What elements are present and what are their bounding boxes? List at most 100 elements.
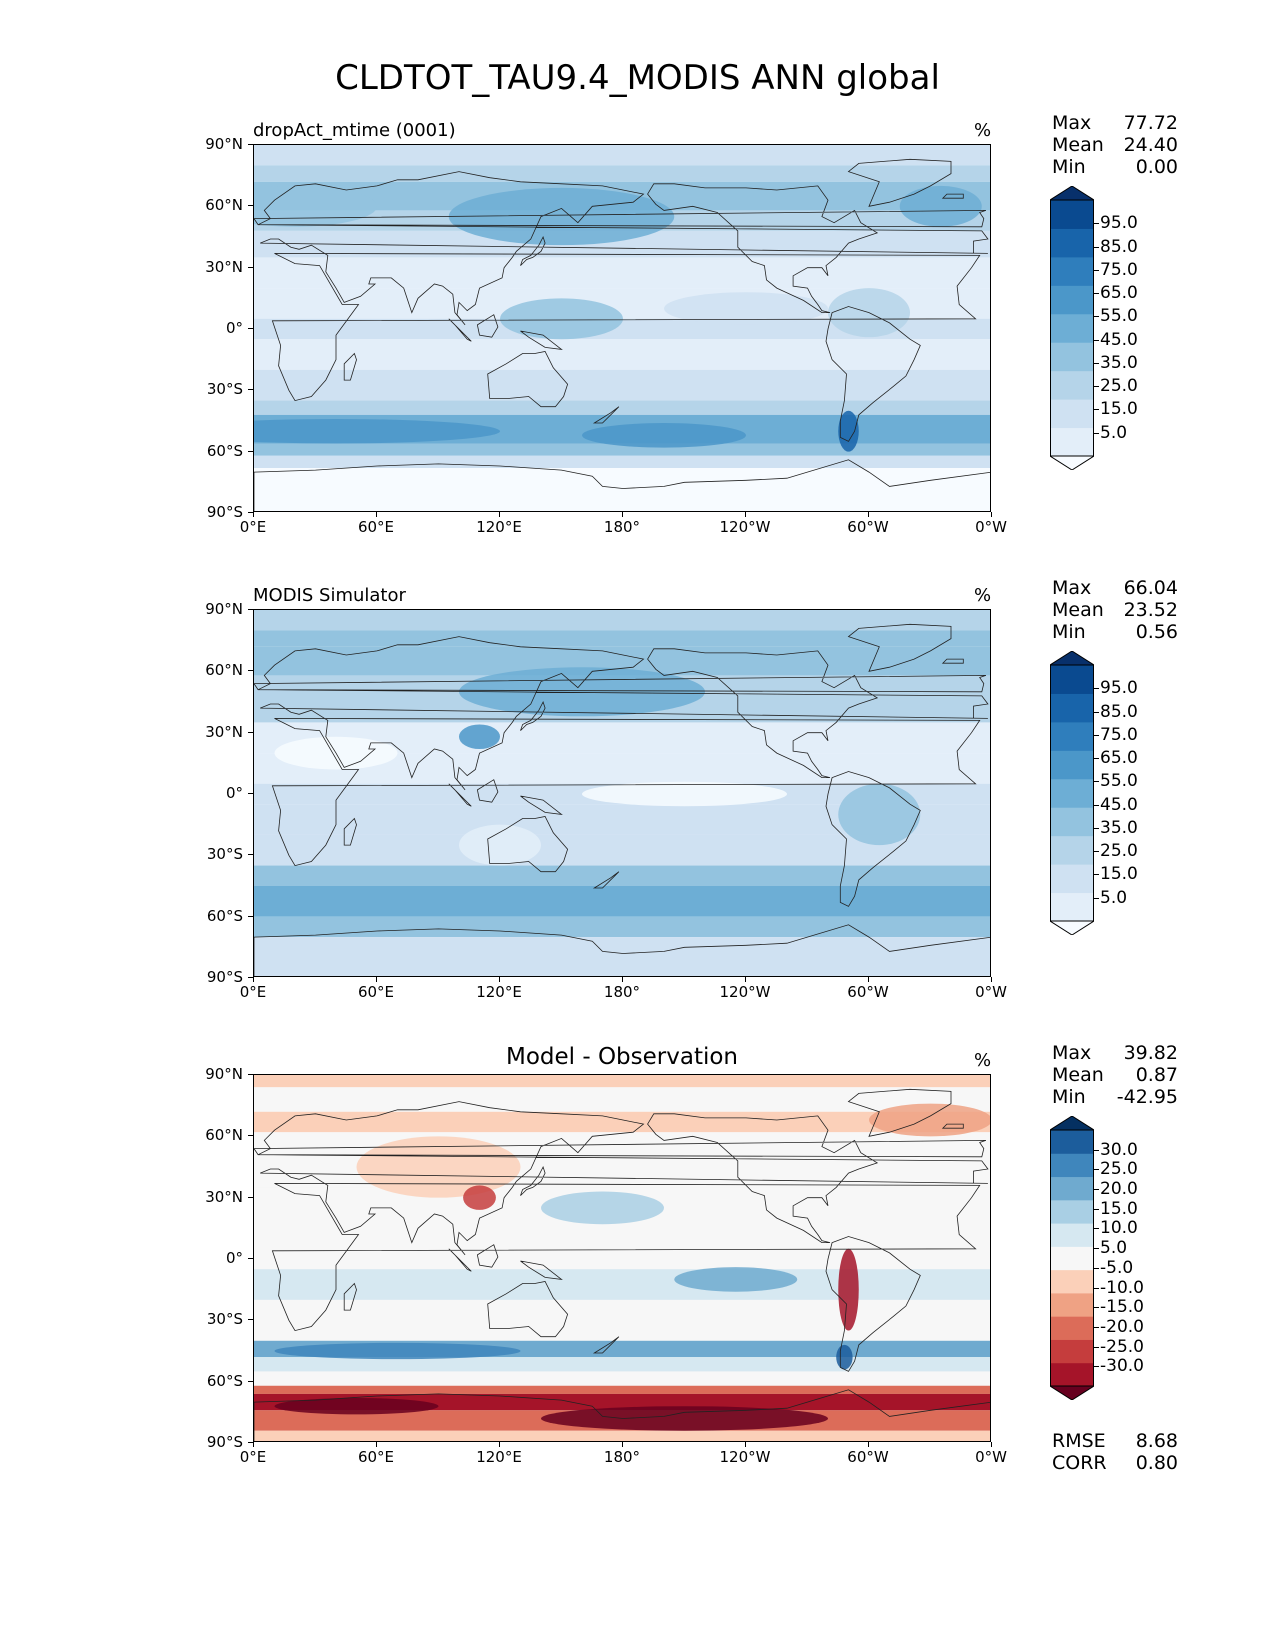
lat-tick — [248, 1380, 253, 1382]
lat-tick — [248, 1135, 253, 1137]
colorbar-tick-label: 5.0 — [1100, 1238, 1128, 1259]
colorbar-tick — [1094, 897, 1099, 899]
colorbar-segment — [1050, 864, 1094, 894]
contour-band — [254, 369, 990, 401]
lon-tick-label: 0°E — [239, 983, 267, 1001]
lon-tick — [868, 512, 869, 517]
coastline — [254, 623, 990, 976]
lon-tick — [622, 1442, 623, 1447]
lat-tick — [248, 793, 253, 794]
colorbar-segment — [1050, 200, 1094, 229]
colorbar-tick-label: 15.0 — [1100, 864, 1138, 885]
colorbar-tick-label: 65.0 — [1100, 283, 1138, 304]
contour-blob — [838, 1248, 859, 1331]
contour-band — [254, 400, 990, 415]
lat-tick — [248, 609, 253, 610]
lat-tick — [248, 389, 253, 391]
map-svg — [254, 145, 990, 511]
colorbar-tick — [1094, 758, 1099, 760]
colorbar-tick-label: 75.0 — [1100, 724, 1138, 745]
mean-value: 24.40 — [1123, 134, 1178, 156]
lon-tick-label: 0°W — [975, 983, 1007, 1001]
contour-band — [254, 1385, 990, 1394]
min-value: 0.56 — [1135, 621, 1178, 643]
colorbar-tick-label: -10.0 — [1100, 1277, 1144, 1298]
colorbar-segment — [1050, 1292, 1094, 1317]
lat-tick — [248, 1442, 253, 1443]
colorbar-tick-label: 45.0 — [1100, 329, 1138, 350]
lat-tick-label: 90°S — [206, 1433, 243, 1451]
colorbar-outline — [1050, 664, 1094, 922]
contour-blob — [582, 781, 787, 807]
lat-tick — [248, 1196, 253, 1198]
lat-tick-label: 90°N — [205, 600, 243, 618]
colorbar-tick-label: 30.0 — [1100, 1139, 1138, 1160]
colorbar-tick-label: 25.0 — [1100, 1159, 1138, 1180]
panel-title: Model - Observation — [505, 1044, 739, 1070]
contour-blob — [664, 292, 828, 325]
colorbar-tick-label: 95.0 — [1100, 678, 1138, 699]
colorbar-outline — [1050, 1129, 1094, 1387]
colorbar-tick — [1094, 409, 1099, 411]
contour-band — [254, 937, 990, 976]
max-label: Max — [1052, 1042, 1092, 1064]
panel-title: MODIS Simulator — [253, 585, 406, 606]
contour-blob — [838, 783, 921, 846]
lat-tick-label: 60°N — [205, 661, 243, 680]
lon-tick-label: 120°W — [719, 983, 771, 1001]
coastline — [254, 1088, 990, 1441]
contour-band — [254, 1299, 990, 1341]
colorbar-segment — [1050, 256, 1094, 286]
colorbar-segment — [1050, 778, 1094, 808]
corr-label: CORR — [1052, 1452, 1107, 1474]
lon-tick-label: 0°W — [975, 1448, 1007, 1466]
map-area — [253, 144, 991, 512]
mean-value: 0.87 — [1135, 1064, 1178, 1086]
colorbar-segment — [1050, 1246, 1094, 1271]
colorbar-segment — [1050, 1316, 1094, 1340]
colorbar-tick — [1094, 688, 1099, 690]
contour-blob — [541, 1191, 664, 1225]
lon-tick-label: 120°E — [476, 983, 522, 1001]
max-label: Max — [1052, 112, 1092, 134]
contour-band — [254, 1371, 990, 1386]
lon-tick — [622, 977, 623, 982]
contour-band — [254, 443, 990, 456]
colorbar-tick — [1094, 1267, 1099, 1269]
colorbar-outline — [1050, 199, 1094, 457]
mean-label: Mean — [1052, 599, 1104, 621]
contour-blob — [463, 1185, 496, 1210]
lat-tick-label: 60°N — [205, 196, 243, 215]
lat-tick-label: 90°N — [205, 135, 243, 153]
colorbar-segment — [1050, 285, 1094, 315]
lat-tick-label: 60°S — [206, 906, 243, 925]
lat-tick-label: 60°N — [205, 1126, 243, 1145]
map-area — [253, 609, 991, 977]
colorbar-tick-label: 15.0 — [1100, 1198, 1138, 1219]
lat-tick-label: 60°S — [206, 1371, 243, 1390]
colorbar-segment — [1050, 892, 1094, 922]
colorbar-segment — [1050, 342, 1094, 372]
colorbar-tick — [1094, 1346, 1099, 1348]
colorbar — [1050, 1116, 1094, 1400]
colorbar-tick — [1094, 1149, 1099, 1151]
colorbar-tick-label: 35.0 — [1100, 352, 1138, 373]
lon-tick — [253, 1442, 254, 1447]
colorbar-extend-min — [1050, 1385, 1094, 1400]
colorbar-segment — [1050, 1199, 1094, 1224]
lon-tick-label: 60°E — [357, 983, 395, 1001]
colorbar-tick-label: 65.0 — [1100, 748, 1138, 769]
contour-band — [254, 468, 990, 511]
colorbar-tick — [1094, 827, 1099, 829]
lat-tick-label: 30°N — [205, 722, 243, 741]
colorbar-segment — [1050, 1269, 1094, 1294]
colorbar-tick-label: -20.0 — [1100, 1316, 1144, 1337]
colorbar-tick-label: 95.0 — [1100, 213, 1138, 234]
lon-tick-label: 120°W — [719, 1448, 771, 1466]
contour-blob — [459, 724, 500, 750]
colorbar-tick — [1094, 1189, 1099, 1191]
lon-tick — [745, 1442, 746, 1447]
contour-blob — [899, 185, 982, 227]
colorbar-segment — [1050, 721, 1094, 751]
coastline — [254, 158, 990, 511]
